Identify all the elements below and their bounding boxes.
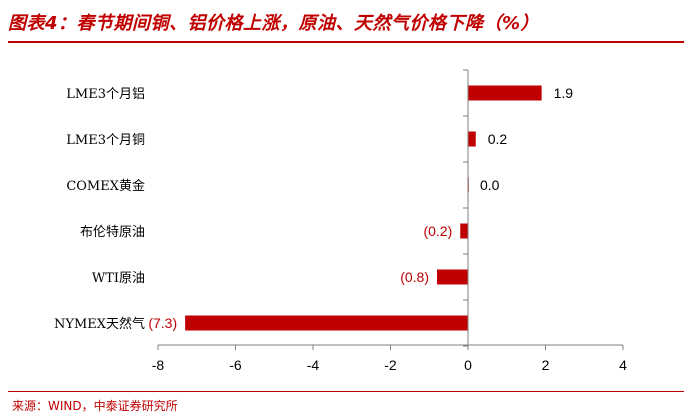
axis-layer <box>157 69 624 350</box>
category-label-2: COMEX黄金 <box>66 178 145 194</box>
category-label-4: WTI原油 <box>92 271 145 286</box>
category-label-1: LME3个月铜 <box>66 133 145 148</box>
footer-divider <box>8 391 684 392</box>
value-label-4: (0.8) <box>400 269 429 285</box>
bars-layer <box>185 85 542 331</box>
x-tick-label-1: -6 <box>229 357 242 373</box>
x-tick-label-6: 4 <box>619 357 627 373</box>
value-label-0: 1.9 <box>554 85 574 101</box>
category-label-0: LME3个月铝 <box>66 87 145 102</box>
source-note: 来源：WIND，中泰证券研究所 <box>12 399 178 413</box>
bar-4 <box>437 269 468 285</box>
bar-5 <box>185 315 468 331</box>
x-tick-label-2: -4 <box>307 357 320 373</box>
category-label-3: 布伦特原油 <box>80 225 145 240</box>
category-label-5: NYMEX天然气 <box>54 316 145 332</box>
bar-0 <box>468 85 542 101</box>
title-divider <box>8 41 684 43</box>
x-tick-label-4: 0 <box>464 357 472 373</box>
value-label-3: (0.2) <box>423 223 452 239</box>
x-tick-label-5: 2 <box>542 357 550 373</box>
value-label-5: (7.3) <box>148 315 177 331</box>
x-tick-label-3: -2 <box>384 357 397 373</box>
value-label-2: 0.0 <box>480 177 500 193</box>
value-label-1: 0.2 <box>488 131 508 147</box>
x-tick-label-0: -8 <box>152 357 165 373</box>
bar-3 <box>460 223 468 239</box>
figure-title: 图表4：春节期间铜、铝价格上涨，原油、天然气价格下降（%） <box>8 13 540 34</box>
bar-1 <box>468 131 476 147</box>
